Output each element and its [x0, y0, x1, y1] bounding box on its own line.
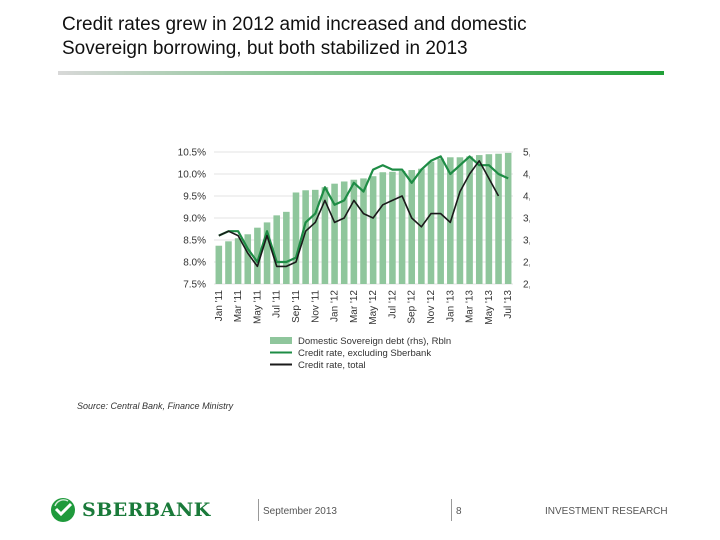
x-axis-ticks: Jan '11 Mar '11 May '11 Jul '11 Sep '11 Nov '… [214, 290, 514, 325]
credit-rate-excl-sberbank-line [218, 155, 509, 264]
x-axis-tick-label: Jan '12 [330, 290, 341, 322]
debt-bar [321, 187, 329, 284]
footer-department: INVESTMENT RESEARCH [545, 506, 668, 517]
right-axis-tick-label: 2,000 [523, 280, 530, 291]
x-axis-tick-label: Mar '11 [233, 290, 244, 323]
x-axis-tick-label: May '13 [484, 290, 495, 325]
debt-bar [273, 215, 280, 284]
slide-title-line-1: Credit rates grew in 2012 amid increased… [62, 14, 527, 35]
right-axis-tick-label: 4,000 [523, 192, 530, 203]
debt-bar [263, 222, 271, 284]
footer-separator [451, 499, 452, 521]
debt-bar [389, 171, 396, 284]
left-axis-tick-label: 7.5% [183, 280, 206, 291]
debt-bar [398, 170, 406, 284]
debt-bar [225, 241, 232, 284]
right-axis-tick-label: 5,000 [523, 148, 530, 159]
right-axis-tick-label: 2,500 [523, 258, 530, 269]
x-axis-tick-label: Sep '11 [291, 290, 302, 323]
sberbank-emblem-icon [51, 498, 75, 522]
debt-bar [475, 155, 483, 284]
sberbank-wordmark: SBERBANK [82, 499, 211, 521]
left-axis-tick-label: 8.5% [183, 236, 206, 247]
right-axis-tick-label: 3,500 [523, 214, 530, 225]
credit-rate-chart: 7.5% 8.0% 8.5% 9.0% 9.5% 10.0% 10.5% 2,000 2,50… [178, 148, 530, 372]
debt-bar [495, 153, 502, 284]
debt-bar [437, 158, 444, 284]
left-axis-tick-label: 10.0% [178, 170, 206, 181]
source-note: Source: Central Bank, Finance Ministry [77, 401, 234, 411]
debt-bar [292, 192, 300, 284]
debt-bar [466, 156, 473, 284]
x-axis-tick-label: May '12 [368, 290, 379, 325]
left-axis-tick-label: 9.0% [183, 214, 206, 225]
debt-bar [456, 157, 464, 284]
chart-lines [218, 155, 509, 268]
chart-legend: Domestic Sovereign debt (rhs), RblnCredi… [270, 336, 451, 371]
debt-bar [244, 234, 252, 284]
debt-bar [408, 170, 416, 284]
debt-bar [427, 161, 435, 284]
x-axis-tick-label: Jan '13 [445, 290, 456, 322]
x-axis-tick-label: Nov '12 [426, 290, 437, 324]
legend-entry: Credit rate, excluding Sberbank [298, 348, 431, 359]
x-axis-tick-label: Mar '12 [349, 290, 360, 323]
debt-bar [369, 176, 377, 284]
x-axis-tick-label: Jul '13 [503, 290, 514, 319]
debt-bar [331, 183, 338, 284]
debt-bar [350, 179, 358, 284]
debt-bar [485, 154, 493, 284]
slide-title-line-2: Sovereign borrowing, but both stabilized… [62, 38, 468, 59]
x-axis-tick-label: Mar '13 [465, 290, 476, 323]
sberbank-logo: SBERBANK [50, 497, 211, 523]
x-axis-tick-label: Nov '11 [310, 290, 321, 323]
left-axis-tick-label: 9.5% [183, 192, 206, 203]
right-axis-tick-label: 4,500 [523, 170, 530, 181]
x-axis-tick-label: Jan '11 [214, 290, 225, 322]
debt-bar [215, 245, 223, 284]
x-axis-tick-label: Jul '11 [272, 290, 283, 318]
credit-rate-total-line [218, 160, 500, 268]
title-underline [58, 71, 664, 75]
footer-page-number: 8 [456, 506, 462, 517]
chart-bars [215, 152, 512, 284]
left-axis-ticks: 7.5% 8.0% 8.5% 9.0% 9.5% 10.0% 10.5% [178, 148, 206, 291]
left-axis-tick-label: 8.0% [183, 258, 206, 269]
left-axis-tick-label: 10.5% [178, 148, 206, 159]
debt-bar [283, 211, 290, 284]
legend-entry: Domestic Sovereign debt (rhs), Rbln [298, 336, 451, 347]
debt-bar [504, 152, 512, 284]
slide-title: Credit rates grew in 2012 amid increased… [62, 13, 662, 61]
debt-bar [311, 189, 319, 284]
debt-bar [234, 238, 242, 284]
x-axis-tick-label: Sep '12 [407, 290, 418, 324]
right-axis-tick-label: 3,000 [523, 236, 530, 247]
x-axis-tick-label: May '11 [252, 290, 263, 324]
footer-separator [258, 499, 259, 521]
legend-entry: Credit rate, total [298, 360, 366, 371]
debt-bar [379, 172, 387, 284]
footer-date: September 2013 [263, 506, 337, 517]
debt-bar [254, 227, 261, 284]
debt-bar [302, 190, 309, 284]
debt-bar [340, 181, 348, 284]
x-axis-tick-label: Jul '12 [387, 290, 398, 319]
legend-swatch-bar [270, 337, 292, 344]
debt-bar [360, 178, 367, 284]
right-axis-ticks: 2,000 2,500 3,000 3,500 4,000 4,500 5,000 [523, 148, 530, 291]
